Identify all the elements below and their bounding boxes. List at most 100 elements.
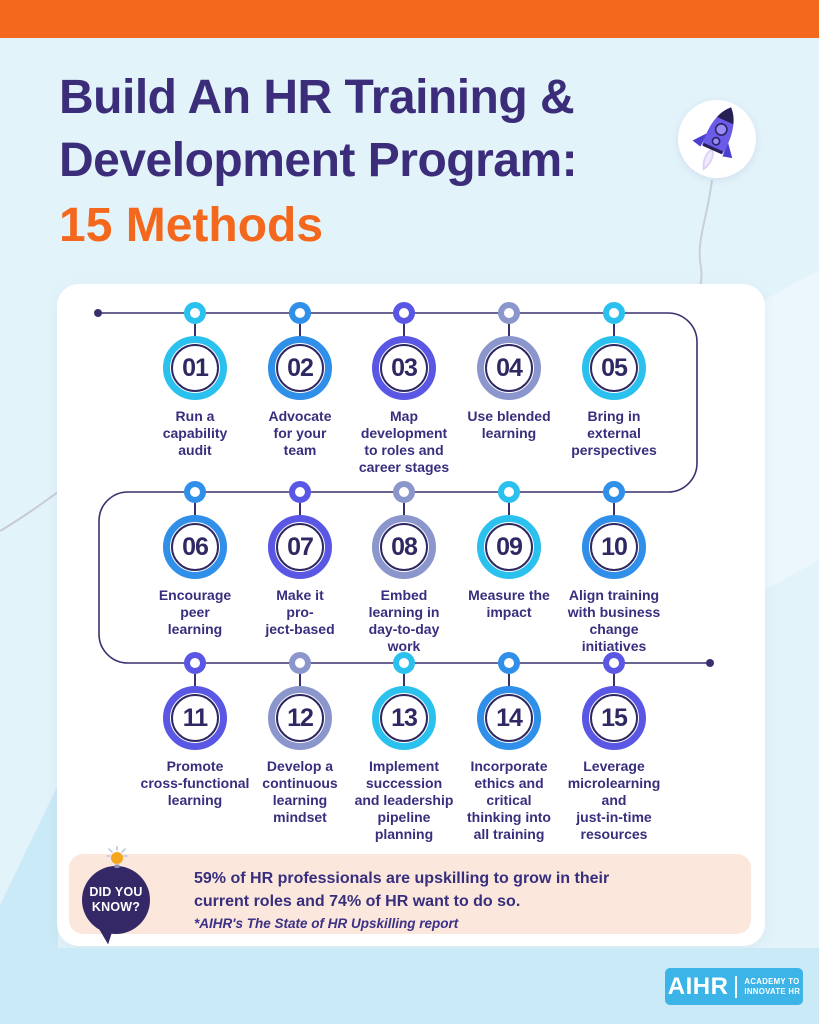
connector-line — [403, 674, 405, 686]
method-label: Run a capability audit — [162, 408, 228, 458]
timeline-dot — [603, 302, 625, 324]
did-you-know-source: *AIHR's The State of HR Upskilling repor… — [194, 916, 459, 931]
method-label: Implement succession and leadership pipe… — [354, 758, 454, 842]
rocket-icon — [692, 107, 734, 171]
method-node: 07 Make it pro- ject-based — [233, 481, 367, 638]
connector-line — [299, 674, 301, 686]
method-label: Develop a continuous learning mindset — [262, 758, 338, 825]
method-label: Use blended learning — [467, 408, 551, 441]
method-number-circle: 02 — [268, 336, 332, 400]
method-number: 15 — [601, 703, 628, 732]
title-line-2: Development Program: — [59, 134, 578, 187]
method-number: 08 — [391, 532, 418, 561]
timeline-dot — [184, 652, 206, 674]
method-label: Promote cross-functional learning — [140, 758, 250, 808]
did-you-know-badge-line1: DID YOU — [89, 885, 143, 899]
method-node: 01 Run a capability audit — [128, 302, 262, 459]
method-number-circle: 01 — [163, 336, 227, 400]
timeline-dot — [603, 481, 625, 503]
did-you-know-badge-line2: KNOW? — [91, 900, 141, 914]
timeline-dot — [498, 652, 520, 674]
aihr-tagline: ACADEMY TO INNOVATE HR — [744, 977, 800, 996]
method-node: 04 Use blended learning — [442, 302, 576, 442]
top-accent-bar — [0, 0, 819, 38]
method-node: 12 Develop a continuous learning mindset — [233, 652, 367, 826]
title-line-1: Build An HR Training & — [59, 71, 575, 124]
method-node: 09 Measure the impact — [442, 481, 576, 621]
method-node: 06 Encourage peer learning — [128, 481, 262, 638]
method-node: 11 Promote cross-functional learning — [128, 652, 262, 809]
connector-line — [194, 324, 196, 336]
method-number-circle: 09 — [477, 515, 541, 579]
method-number: 07 — [287, 532, 314, 561]
method-label: Advocate for your team — [268, 408, 332, 458]
rocket-badge — [678, 100, 756, 178]
method-node: 10 Align training with business change i… — [547, 481, 681, 655]
method-number-circle: 13 — [372, 686, 436, 750]
method-number-circle: 10 — [582, 515, 646, 579]
method-number: 10 — [601, 532, 628, 561]
connector-line — [508, 674, 510, 686]
did-you-know-stat: 59% of HR professionals are upskilling t… — [194, 870, 610, 910]
method-label: Map development to roles and career stag… — [358, 408, 450, 475]
logo-divider — [735, 975, 738, 998]
did-you-know-panel: 59% of HR professionals are upskilling t… — [69, 854, 751, 934]
timeline-dot — [498, 302, 520, 324]
method-number: 02 — [287, 353, 314, 382]
method-number: 05 — [601, 353, 628, 382]
method-label: Make it pro- ject-based — [265, 587, 335, 637]
connector-line — [508, 503, 510, 515]
aihr-tagline-line2: INNOVATE HR — [744, 986, 801, 996]
timeline-dot — [289, 652, 311, 674]
method-number: 04 — [496, 353, 523, 382]
methods-card: 01 Run a capability audit 02 Advocate fo… — [57, 284, 765, 946]
lightbulb-icon — [106, 846, 128, 868]
method-label: Align training with business change init… — [567, 587, 661, 654]
connector-line — [194, 674, 196, 686]
method-node: 05 Bring in external perspectives — [547, 302, 681, 459]
method-node: 08 Embed learning in day-to-day work — [337, 481, 471, 655]
timeline-dot — [603, 652, 625, 674]
method-label: Leverage microlearning and just-in-time … — [567, 758, 661, 842]
method-number-circle: 14 — [477, 686, 541, 750]
method-label: Measure the impact — [468, 587, 550, 620]
method-number-circle: 11 — [163, 686, 227, 750]
method-number: 13 — [391, 703, 418, 732]
method-number-circle: 12 — [268, 686, 332, 750]
timeline-dot — [393, 302, 415, 324]
aihr-brand-text: AIHR — [667, 972, 729, 1000]
method-number-circle: 08 — [372, 515, 436, 579]
timeline-dot — [184, 481, 206, 503]
method-number: 01 — [182, 353, 209, 382]
connector-line — [613, 503, 615, 515]
page-subtitle: 15 Methods — [59, 199, 324, 252]
method-node: 03 Map development to roles and career s… — [337, 302, 471, 476]
method-number-circle: 05 — [582, 336, 646, 400]
timeline-dot — [393, 481, 415, 503]
method-label: Incorporate ethics and critical thinking… — [467, 758, 551, 842]
timeline-dot — [393, 652, 415, 674]
method-label: Embed learning in day-to-day work — [368, 587, 440, 654]
method-number-circle: 04 — [477, 336, 541, 400]
aihr-logo: AIHR ACADEMY TO INNOVATE HR — [665, 968, 803, 1005]
method-number: 14 — [496, 703, 523, 732]
connector-line — [613, 674, 615, 686]
connector-line — [613, 324, 615, 336]
did-you-know-bubble: DID YOU KNOW? — [71, 840, 167, 945]
method-node: 15 Leverage microlearning and just-in-ti… — [547, 652, 681, 843]
method-node: 13 Implement succession and leadership p… — [337, 652, 471, 843]
method-node: 14 Incorporate ethics and critical think… — [442, 652, 576, 843]
connector-line — [508, 324, 510, 336]
method-number: 06 — [182, 532, 209, 561]
connector-line — [299, 324, 301, 336]
method-number-circle: 06 — [163, 515, 227, 579]
timeline-dot — [498, 481, 520, 503]
speech-bubble: DID YOU KNOW? — [82, 866, 150, 934]
method-number: 11 — [182, 703, 208, 732]
timeline-dot — [184, 302, 206, 324]
did-you-know-text-block: 59% of HR professionals are upskilling t… — [194, 867, 609, 931]
method-number-circle: 03 — [372, 336, 436, 400]
method-number-circle: 07 — [268, 515, 332, 579]
connector-line — [403, 324, 405, 336]
